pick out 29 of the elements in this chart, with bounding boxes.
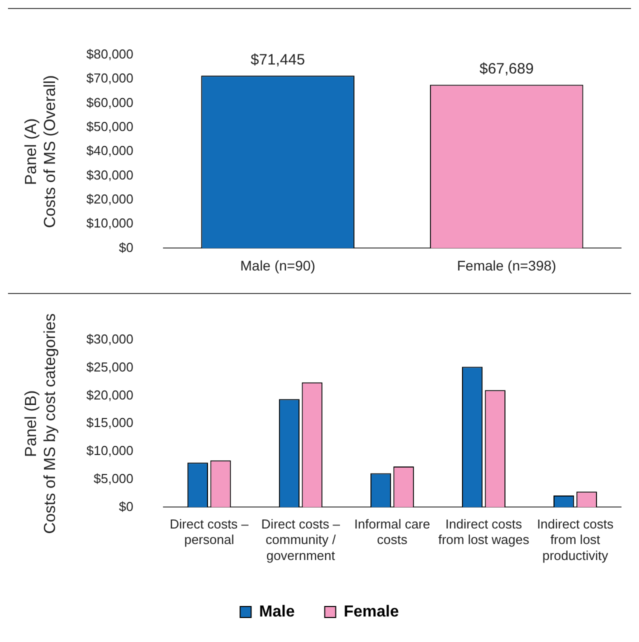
y-tick-label: $50,000	[86, 119, 134, 134]
y-tick-label: $15,000	[86, 415, 134, 430]
y-tick-label: $70,000	[86, 70, 134, 86]
x-tick-label: Indirect costs from lost productivity	[536, 516, 614, 563]
x-tick-label: Direct costs – personal	[170, 516, 250, 548]
y-tick-label: $10,000	[86, 443, 134, 458]
y-tick-label: $30,000	[86, 167, 134, 182]
y-tick-label: $0	[118, 498, 134, 514]
x-tick-label: Direct costs – community / government	[261, 516, 341, 563]
y-tick-label: $20,000	[86, 387, 134, 402]
y-axis-title: Panel (A) Costs of MS (Overall)	[23, 75, 60, 228]
y-tick-label: $10,000	[86, 216, 134, 231]
x-tick-label: Informal care costs	[354, 516, 430, 548]
y-tick-label: $5,000	[94, 470, 134, 486]
data-label: $67,689	[479, 60, 534, 78]
legend-label: Male	[259, 603, 295, 620]
y-tick-label: $80,000	[86, 46, 134, 62]
data-label: $71,445	[250, 51, 305, 68]
x-tick-label: Male (n=90)	[240, 257, 316, 274]
y-tick-label: $60,000	[86, 94, 134, 110]
legend-label: Female	[344, 603, 399, 620]
y-tick-label: $20,000	[86, 191, 134, 206]
y-tick-label: $0	[118, 240, 134, 255]
x-tick-label: Indirect costs from lost wages	[438, 516, 530, 548]
y-tick-label: $25,000	[86, 359, 134, 374]
y-axis-title: Panel (B) Costs of MS by cost categories	[23, 313, 60, 534]
y-tick-label: $30,000	[86, 332, 134, 347]
y-tick-label: $40,000	[86, 143, 134, 158]
x-tick-label: Female (n=398)	[456, 257, 556, 274]
